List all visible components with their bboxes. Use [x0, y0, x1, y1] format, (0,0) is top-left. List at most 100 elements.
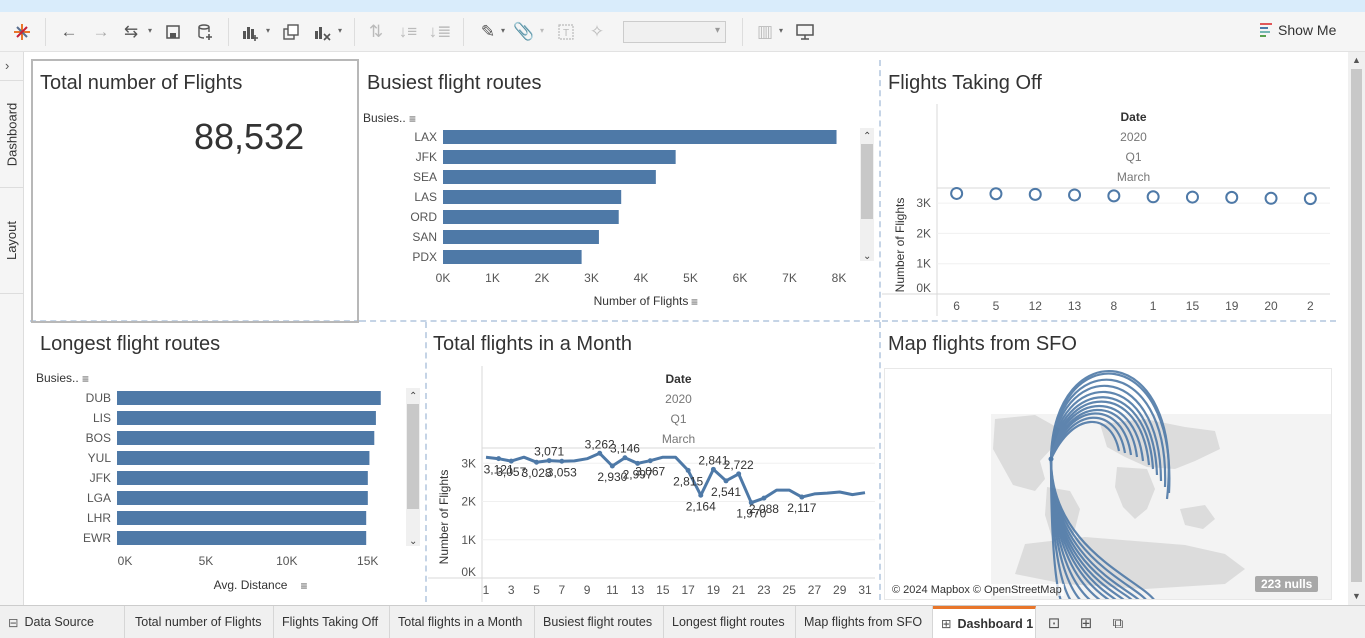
- tab-flights-taking-off[interactable]: Flights Taking Off: [274, 606, 390, 638]
- data-label: 1,970: [736, 507, 766, 521]
- data-point: [597, 450, 603, 456]
- tick-label: 1: [1150, 299, 1157, 313]
- data-label: 2,541: [711, 485, 741, 499]
- show-mark-labels-icon[interactable]: T: [554, 20, 578, 44]
- divider: [360, 320, 880, 322]
- date-header-label: 2020: [665, 392, 692, 406]
- save-icon[interactable]: [161, 20, 185, 44]
- tick-label: 3K: [584, 271, 599, 285]
- tick-label: 7K: [782, 271, 797, 285]
- divider: [882, 320, 1336, 322]
- busiest-title: Busiest flight routes: [367, 72, 542, 94]
- highlight-icon[interactable]: ✎: [480, 22, 496, 41]
- expand-panel-icon[interactable]: ›: [5, 58, 10, 73]
- data-label: 2,997: [623, 467, 653, 481]
- tab-longest-flight-routes[interactable]: Longest flight routes: [664, 606, 796, 638]
- dashboard-icon: ⊞: [941, 617, 952, 631]
- tick-label: 19: [1225, 299, 1239, 313]
- row-header-label: Busies..: [36, 371, 79, 385]
- scroll-thumb[interactable]: [1351, 69, 1362, 582]
- dashboard-vertical-scrollbar[interactable]: ▲ ▼: [1348, 52, 1365, 605]
- data-point: [748, 500, 754, 506]
- sort-icon: ≡: [691, 295, 698, 309]
- scroll-down-icon[interactable]: ▼: [1352, 591, 1361, 601]
- sort-icon: ≡: [82, 372, 89, 386]
- tab-label: Data Source: [24, 615, 94, 629]
- data-point: [761, 495, 767, 501]
- map-view[interactable]: © 2024 Mapbox © OpenStreetMap 223 nulls: [884, 368, 1332, 600]
- show-me-button[interactable]: Show Me: [1260, 22, 1336, 38]
- kpi-value: 88,532: [194, 116, 305, 157]
- monthly-title: Total flights in a Month: [433, 333, 632, 355]
- bar: [117, 411, 376, 425]
- data-point: [546, 458, 552, 464]
- category-label: LIS: [93, 411, 111, 425]
- svg-text:T: T: [563, 28, 569, 39]
- data-label: 3,057: [496, 465, 526, 479]
- new-dashboard-icon[interactable]: ⊞: [1079, 615, 1093, 632]
- clear-sheet-icon[interactable]: [310, 20, 334, 44]
- tab-total-number-of-flights[interactable]: Total number of Flights: [127, 606, 274, 638]
- new-story-icon[interactable]: ⧉: [1112, 614, 1124, 632]
- tableau-logo-icon[interactable]: [10, 20, 34, 44]
- tab-busiest-flight-routes[interactable]: Busiest flight routes: [535, 606, 664, 638]
- data-label: 3,146: [610, 442, 640, 456]
- presentation-mode-icon[interactable]: [793, 20, 817, 44]
- fit-dropdown[interactable]: [623, 21, 726, 43]
- tick-label: 0K: [461, 565, 476, 579]
- tick-label: 8: [1111, 299, 1118, 313]
- tab-dashboard-1[interactable]: ⊞ Dashboard 1: [933, 606, 1036, 638]
- new-data-source-icon[interactable]: [193, 20, 217, 44]
- tab-layout[interactable]: Layout: [0, 188, 24, 294]
- swap-rows-columns-icon[interactable]: ⇅: [368, 22, 384, 41]
- kpi-title: Total number of Flights: [40, 72, 243, 94]
- tab-map-flights-from-sfo[interactable]: Map flights from SFO: [796, 606, 933, 638]
- tab-total-flights-in-a-month[interactable]: Total flights in a Month: [390, 606, 535, 638]
- scatter-point: [989, 187, 1003, 201]
- fix-axes-icon[interactable]: ✧: [589, 22, 605, 41]
- bar: [443, 130, 837, 144]
- tab-label: Flights Taking Off: [282, 615, 379, 629]
- map-attribution[interactable]: © 2024 Mapbox © OpenStreetMap: [890, 584, 1064, 596]
- tick-label: 1: [483, 583, 490, 597]
- sort-descending-icon[interactable]: ↓≣: [428, 22, 452, 41]
- new-worksheet-icon[interactable]: ⊡: [1047, 615, 1061, 632]
- category-label: BOS: [86, 431, 111, 445]
- scroll-down-icon: ⌄: [409, 536, 417, 547]
- takeoff-chart[interactable]: Date 2020 Q1 March 3K 2K 1K 0K Number of Flights…: [882, 104, 1334, 318]
- category-label: SEA: [413, 170, 437, 184]
- tick-label: 21: [732, 583, 746, 597]
- tick-label: 1K: [485, 271, 500, 285]
- tick-label: 3K: [461, 456, 476, 470]
- tab-data-source[interactable]: ⊟ Data Source: [0, 606, 125, 638]
- show-cards-icon[interactable]: ▥: [756, 22, 774, 41]
- data-point: [647, 458, 653, 464]
- undo-icon[interactable]: ←: [60, 22, 78, 41]
- nulls-indicator[interactable]: 223 nulls: [1255, 576, 1319, 592]
- duplicate-sheet-icon[interactable]: [279, 20, 303, 44]
- replay-icon[interactable]: ⇆: [123, 22, 139, 41]
- axis-label: Number of Flights: [437, 470, 451, 565]
- tick-label: 3: [508, 583, 515, 597]
- tab-label: Map flights from SFO: [804, 615, 923, 629]
- new-worksheet-icon[interactable]: [238, 20, 262, 44]
- sheet-tab-bar: ⊟ Data Source Total number of Flights Fl…: [0, 605, 1365, 638]
- monthly-chart[interactable]: Date 2020 Q1 March 3K 2K 1K 0K Number of Flights…: [428, 366, 878, 602]
- dashboard-side-panel: › Dashboard Layout: [0, 52, 24, 605]
- sort-ascending-icon[interactable]: ↓≡: [398, 22, 418, 41]
- data-point: [723, 478, 729, 484]
- scatter-point: [1028, 187, 1042, 201]
- bar: [117, 531, 367, 545]
- redo-icon[interactable]: →: [92, 22, 110, 41]
- kpi-panel[interactable]: [31, 59, 359, 323]
- data-label: 3,121: [484, 463, 514, 477]
- tab-dashboard[interactable]: Dashboard: [0, 80, 24, 188]
- category-label: EWR: [83, 531, 111, 545]
- bar: [443, 190, 622, 204]
- scroll-up-icon[interactable]: ▲: [1352, 55, 1361, 65]
- group-members-icon[interactable]: 📎: [513, 22, 535, 41]
- data-point: [622, 455, 628, 461]
- tick-label: 1K: [916, 257, 931, 271]
